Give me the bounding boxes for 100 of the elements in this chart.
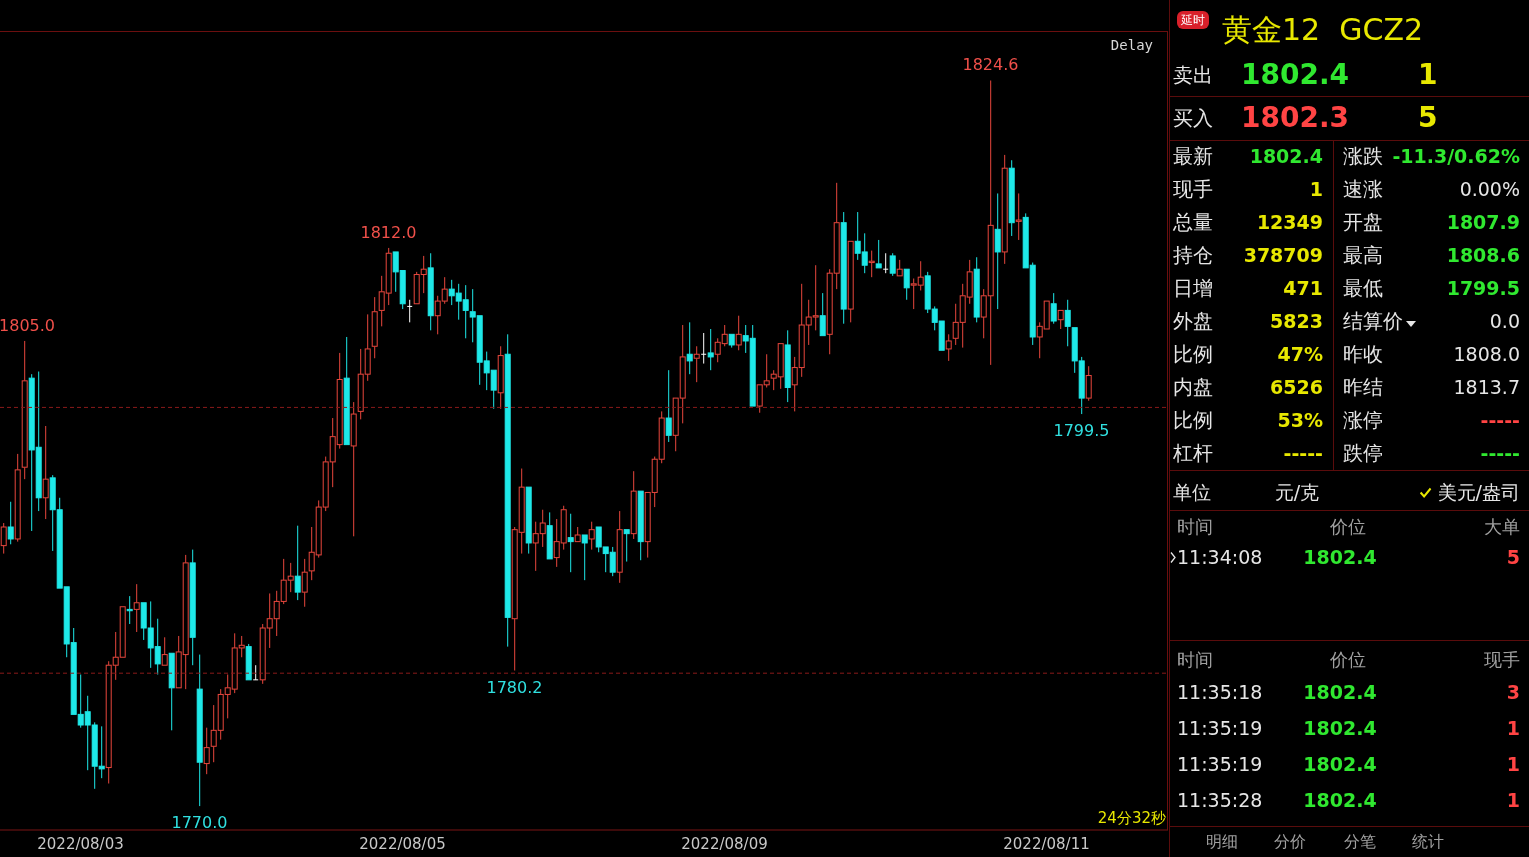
annotation: 1770.0	[171, 813, 228, 833]
candlestick	[427, 252, 434, 331]
candlestick	[203, 727, 210, 775]
candlestick	[343, 336, 350, 446]
text: 结算价	[1343, 309, 1403, 333]
text: 昨收	[1343, 342, 1383, 366]
text: 1	[1309, 177, 1323, 200]
text: 日增	[1173, 276, 1213, 300]
candlestick	[1001, 154, 1008, 265]
text: 美元/盎司	[1437, 480, 1520, 503]
text: 黄金12 GCZ2	[1222, 12, 1424, 47]
text: 分笔	[1344, 832, 1376, 851]
text: 11:35:19	[1177, 716, 1263, 739]
candlestick	[1015, 192, 1022, 241]
text: 1802.4	[1303, 788, 1377, 811]
candlestick	[630, 470, 637, 540]
text: 24分32秒	[1097, 808, 1166, 827]
candlestick	[546, 511, 553, 560]
text: 涨跌	[1343, 144, 1383, 168]
candlestick	[882, 252, 889, 274]
text: 时间	[1177, 516, 1213, 537]
candlestick	[161, 636, 168, 666]
candlestick	[994, 192, 1001, 310]
x-tick-label: 2022/08/05	[359, 834, 446, 853]
text: -----	[1283, 441, 1323, 464]
candlestick	[707, 328, 714, 371]
text: 分价	[1274, 832, 1306, 851]
candlestick	[371, 296, 378, 359]
text: 1	[1506, 716, 1520, 739]
text: 明细	[1206, 832, 1238, 851]
candlestick	[497, 345, 504, 410]
candlestick	[133, 583, 140, 633]
text: 内盘	[1173, 375, 1213, 399]
text: 最高	[1343, 243, 1383, 267]
text: -----	[1480, 408, 1520, 431]
text: 现手	[1173, 177, 1213, 201]
text: 1807.9	[1446, 210, 1520, 233]
text: 1802.4	[1249, 144, 1323, 167]
candlestick	[896, 259, 903, 277]
candlestick	[903, 268, 910, 301]
text: 47%	[1277, 342, 1323, 365]
text: 1802.4	[1241, 58, 1350, 91]
candlestick	[196, 654, 203, 807]
annotation: 1824.6	[962, 55, 1019, 75]
text: 1	[1418, 58, 1438, 91]
text: 比例	[1173, 342, 1213, 366]
text: 延时	[1177, 11, 1209, 30]
text: 价位	[1330, 649, 1366, 670]
candlestick	[784, 329, 791, 403]
candlestick	[168, 652, 175, 731]
text: 0.0	[1489, 309, 1520, 332]
text: 1808.6	[1446, 243, 1520, 266]
text: 单位	[1173, 480, 1211, 503]
candlestick	[623, 529, 630, 563]
text: 昨结	[1343, 375, 1383, 399]
candlestick	[693, 345, 700, 383]
candlestick	[1008, 159, 1015, 237]
text: 0.00%	[1459, 177, 1520, 200]
candlestick	[875, 239, 882, 269]
text: 现手	[1484, 649, 1520, 670]
candlestick	[525, 486, 532, 555]
candlestick	[42, 425, 49, 520]
text: 378709	[1243, 243, 1323, 266]
candlestick	[700, 332, 707, 365]
candlestick	[847, 240, 854, 323]
text: 时间	[1177, 649, 1213, 670]
annotation: 1812.0	[360, 222, 417, 242]
text: -----	[1480, 441, 1520, 464]
candlestick	[840, 211, 847, 325]
text: 3	[1506, 680, 1520, 703]
text: 1802.4	[1303, 752, 1377, 775]
candlestick	[686, 321, 693, 375]
text: 杠杆	[1173, 441, 1213, 465]
text: 买入	[1173, 106, 1213, 130]
candlestick	[406, 299, 413, 323]
text: 跌停	[1343, 441, 1383, 465]
candlestick	[637, 490, 644, 561]
candlestick	[504, 333, 511, 648]
text: 11:35:28	[1177, 788, 1263, 811]
candlestick	[616, 510, 623, 584]
text: 开盘	[1343, 210, 1383, 234]
text: 元/克	[1274, 480, 1320, 503]
text: 5	[1418, 101, 1438, 134]
text: 最低	[1343, 276, 1383, 300]
text: 涨停	[1343, 408, 1383, 432]
text: 5823	[1270, 309, 1323, 332]
candlestick	[1057, 309, 1064, 330]
text: 1799.5	[1446, 276, 1520, 299]
text: 比例	[1173, 408, 1213, 432]
text: 大单	[1484, 516, 1520, 537]
text: 1808.0	[1453, 342, 1520, 365]
text: 持仓	[1173, 243, 1213, 267]
annotation: 1805.0	[0, 315, 55, 335]
text: 5	[1506, 545, 1520, 568]
text: 价位	[1330, 516, 1366, 537]
text: 外盘	[1173, 309, 1213, 333]
text: 1802.4	[1303, 716, 1377, 739]
text: -11.3/0.62%	[1392, 144, 1520, 167]
text: 1802.4	[1303, 680, 1377, 703]
text: 1813.7	[1453, 375, 1520, 398]
